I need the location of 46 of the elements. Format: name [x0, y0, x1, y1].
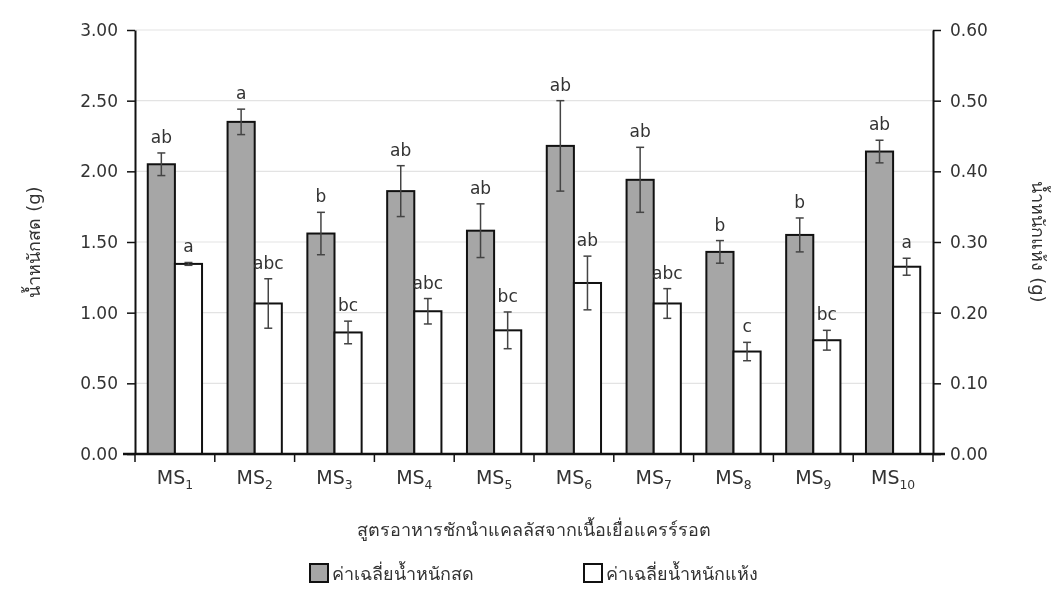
- y2-tick-label: 0.50: [950, 90, 988, 111]
- legend-label: ค่าเฉลี่ยน้ำหนักสด: [332, 561, 474, 584]
- y2-tick-label: 0.30: [950, 231, 988, 252]
- x-tick-label: MS$_{2}$: [236, 466, 273, 493]
- x-tick-label: MS$_{1}$: [156, 466, 194, 493]
- y2-tick-label: 0.10: [950, 373, 988, 394]
- x-axis-title: สูตรอาหารชักนำแคลลัสจากเนื้อเยื่อแครร์รอต: [357, 517, 711, 541]
- y-axis-title: น้ำหนักสด (g): [21, 186, 44, 298]
- annotation: bc: [497, 285, 518, 306]
- y-tick-label: 1.00: [80, 302, 118, 323]
- legend-label: ค่าเฉลี่ยน้ำหนักแห้ง: [606, 561, 758, 584]
- annotation: b: [714, 214, 726, 235]
- y-tick-label: 2.50: [80, 90, 118, 111]
- x-tick-label: MS$_{9}$: [795, 466, 832, 493]
- y-tick-label: 3.00: [80, 19, 118, 40]
- x-tick-label: MS$_{10}$: [871, 466, 916, 493]
- annotation: c: [742, 316, 752, 337]
- y2-tick-label: 0.20: [950, 302, 988, 323]
- annotation: b: [315, 186, 327, 207]
- annotation: a: [901, 232, 912, 253]
- y2-tick-label: 0.60: [950, 19, 988, 40]
- annotation: ab: [576, 230, 599, 251]
- x-tick-label: MS$_{6}$: [555, 466, 593, 493]
- annotation: ab: [469, 177, 492, 198]
- annotation: ab: [868, 114, 891, 135]
- y2-tick-label: 0.40: [950, 161, 988, 182]
- y-tick-label: 0.50: [80, 373, 118, 394]
- annotation: ab: [390, 139, 412, 160]
- y-tick-label: 1.50: [80, 231, 118, 252]
- y2-axis-title: น้ำหนักแห้ง (g): [1028, 181, 1051, 303]
- annotation: ab: [629, 121, 651, 142]
- y2-tick-label: 0.00: [950, 443, 988, 464]
- x-tick-label: MS$_{7}$: [635, 466, 672, 493]
- x-tick-label: MS$_{4}$: [396, 466, 433, 493]
- annotation: a: [235, 83, 247, 104]
- x-tick-label: MS$_{5}$: [475, 466, 513, 493]
- y-tick-label: 0.00: [80, 443, 118, 464]
- annotation: b: [794, 191, 806, 212]
- annotation: bc: [816, 304, 837, 325]
- x-tick-label: MS$_{8}$: [715, 466, 752, 493]
- annotation: ab: [549, 74, 571, 95]
- annotation: ab: [150, 126, 172, 147]
- annotation: a: [183, 236, 194, 257]
- annotation: bc: [338, 295, 359, 316]
- x-tick-label: MS$_{3}$: [316, 466, 353, 493]
- y-tick-label: 2.00: [80, 161, 118, 182]
